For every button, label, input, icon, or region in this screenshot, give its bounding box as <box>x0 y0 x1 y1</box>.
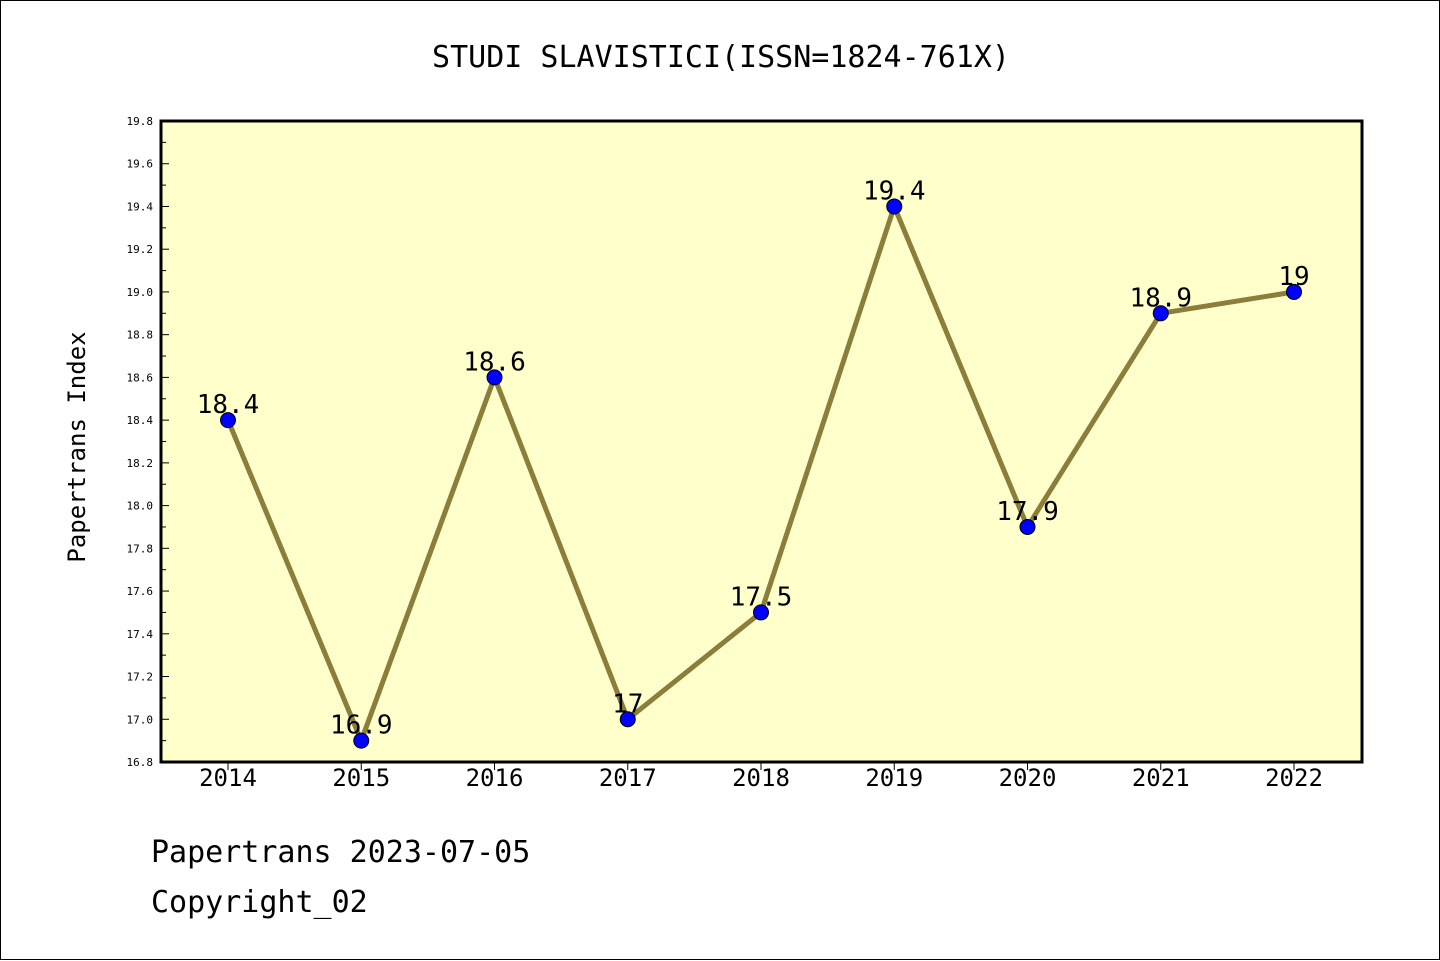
y-tick-label: 18.4 <box>127 414 154 427</box>
data-label: 19.4 <box>863 176 926 206</box>
data-label: 18.6 <box>463 347 526 377</box>
x-tick-label: 2016 <box>466 764 524 792</box>
x-tick-label: 2017 <box>599 764 657 792</box>
data-point <box>619 711 636 728</box>
x-tick-label: 2018 <box>732 764 790 792</box>
data-point <box>1286 283 1302 300</box>
y-tick-label: 17.8 <box>127 542 154 555</box>
data-point <box>486 369 503 386</box>
data-label-group: 18.4 16.9 18.6 17 17.5 19.4 17.9 18.9 19 <box>197 176 1310 740</box>
data-label: 17.5 <box>730 582 793 612</box>
y-tick-label: 19.4 <box>127 200 154 213</box>
footer-source: Papertrans 2023-07-05 <box>151 835 531 870</box>
data-label: 19 <box>1278 262 1309 292</box>
y-tick-label: 17.2 <box>127 671 154 684</box>
data-label: 18.9 <box>1129 283 1192 313</box>
y-tick-label: 17.4 <box>127 628 154 641</box>
data-point-group <box>220 198 1302 749</box>
y-tick-label: 18.8 <box>127 329 154 342</box>
y-tick-label: 19.0 <box>127 286 154 299</box>
y-axis: 16.8 17.0 17.2 17.4 17.6 17.8 18.0 18.2 18.4 18.6… <box>127 115 169 769</box>
x-tick-label: 2014 <box>199 764 257 792</box>
x-tick-label: 2020 <box>999 764 1057 792</box>
y-tick-label: 19.2 <box>127 243 154 256</box>
x-axis: 2014 2015 2016 2017 2018 2019 2020 2021 2022 <box>199 762 1323 792</box>
data-point <box>1019 518 1036 535</box>
data-label: 18.4 <box>197 390 260 420</box>
data-label: 17 <box>612 689 643 719</box>
data-label: 17.9 <box>996 497 1059 527</box>
y-axis-title: Papertrans Index <box>63 331 91 562</box>
y-tick-label: 18.0 <box>127 500 154 513</box>
data-point <box>220 412 236 429</box>
plot-area <box>159 119 1364 764</box>
footer-copyright: Copyright_02 <box>151 885 368 920</box>
y-tick-label: 19.6 <box>127 158 154 171</box>
x-tick-label: 2015 <box>332 764 390 792</box>
data-label: 16.9 <box>330 711 393 741</box>
data-point <box>753 604 769 621</box>
y-tick-label: 19.8 <box>127 115 154 128</box>
y-tick-label: 18.6 <box>127 371 154 384</box>
y-tick-label: 16.8 <box>127 756 154 769</box>
x-tick-label: 2019 <box>865 764 923 792</box>
y-tick-label: 18.2 <box>127 457 154 470</box>
data-point <box>886 198 903 215</box>
x-tick-label: 2022 <box>1265 764 1323 792</box>
y-tick-label: 17.6 <box>127 585 154 598</box>
data-point <box>353 732 370 749</box>
chart-title: STUDI SLAVISTICI(ISSN=1824-761X) <box>432 40 1010 75</box>
y-tick-label: 17.0 <box>127 713 154 726</box>
x-tick-label: 2021 <box>1132 764 1190 792</box>
data-point <box>1152 305 1169 322</box>
